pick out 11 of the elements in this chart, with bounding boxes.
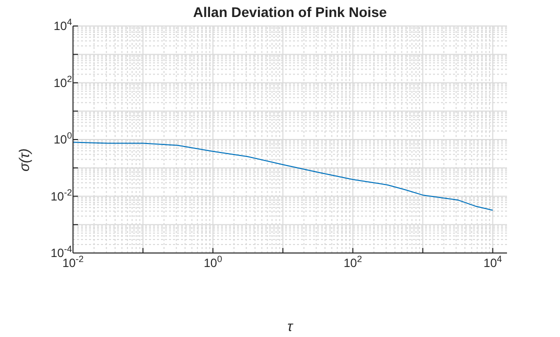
- x-tick-label: 10$^{2}$: [344, 254, 362, 270]
- x-axis-title: τ: [286, 318, 294, 334]
- y-tick-label: 10$^{2}$: [54, 74, 72, 90]
- y-axis-title: σ(τ): [16, 148, 32, 172]
- y-tick-label: 10$^{-4}$: [50, 244, 72, 260]
- x-tick-label: 10$^{0}$: [204, 254, 222, 270]
- y-tick-label: 10$^{-2}$: [50, 187, 72, 204]
- chart-title: Allan Deviation of Pink Noise: [192, 4, 388, 20]
- y-tick-label: 10$^{4}$: [54, 17, 72, 33]
- y-tick-label: 10$^{0}$: [54, 130, 72, 146]
- x-tick-label: 10$^{4}$: [484, 254, 502, 270]
